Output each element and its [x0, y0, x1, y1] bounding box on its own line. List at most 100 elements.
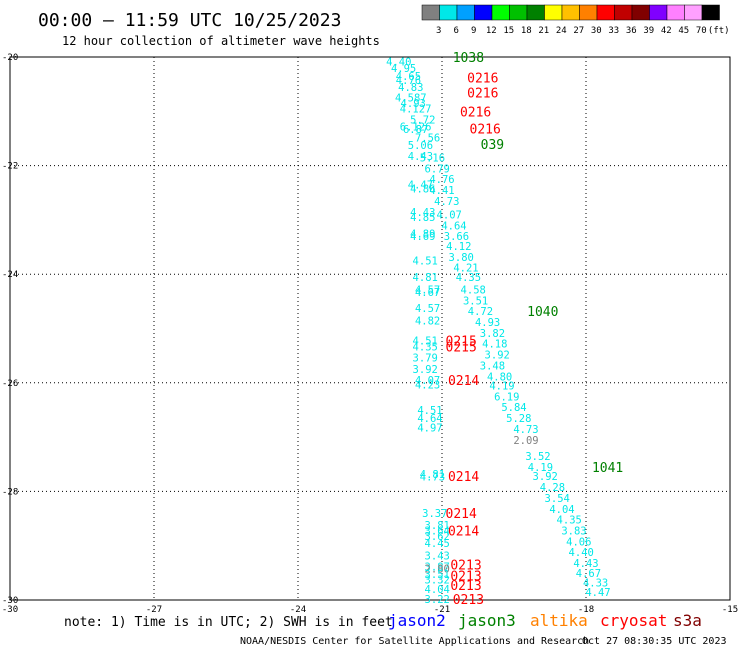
satellite-legend: jason2 jason3 altika cryosat s3a	[388, 611, 702, 630]
wave-height-label: 4.33	[583, 578, 608, 590]
colorbar-swatch	[614, 4, 633, 21]
wave-height-label: 2.80	[425, 564, 450, 576]
wave-height-label: 4.19	[528, 462, 553, 474]
wave-height-label: 4.73	[513, 424, 538, 436]
colorbar-label: 30	[591, 26, 602, 36]
wave-height-label: 4.83	[398, 82, 423, 94]
plot-grid	[10, 57, 730, 600]
wave-height-label: 3.80	[449, 252, 474, 264]
colorbar-swatch	[649, 4, 668, 21]
wave-height-label: 3.79	[413, 352, 438, 364]
x-axis-ticks: -30 -27 -24 -21 -18 -15	[2, 605, 738, 615]
colorbar-label: 27	[573, 26, 584, 36]
satellite-legend-jason2: jason2	[388, 611, 446, 630]
wave-height-label: 3.43	[425, 550, 450, 562]
x-tick-label: -18	[578, 605, 594, 615]
wave-height-label: 3.54	[545, 493, 570, 505]
colorbar-label: 6	[454, 26, 459, 36]
colorbar-swatch	[456, 4, 475, 21]
x-tick-label: -30	[2, 605, 18, 615]
wave-height-label: 4.40	[386, 56, 411, 68]
pass-time-label: 1038	[453, 51, 484, 66]
wave-height-label: 4.67	[576, 568, 601, 580]
wave-height-label: 3.81	[425, 520, 450, 532]
x-tick-label: -27	[146, 605, 162, 615]
wave-height-label: 4.51	[413, 256, 438, 268]
wave-height-label: 4.65	[396, 71, 421, 83]
pass-time-label: 0214	[448, 470, 479, 485]
wave-height-label: 4.86	[410, 183, 435, 195]
wave-height-label: 4.12	[446, 241, 471, 253]
wave-height-label: 4.47	[585, 587, 610, 599]
colorbar-swatch	[631, 4, 650, 21]
wave-height-label: 4.73	[420, 472, 445, 484]
satellite-legend-cryosat: cryosat	[600, 611, 667, 630]
satellite-legend-s3a: s3a	[673, 611, 702, 630]
chart-title: 00:00 – 11:59 UTC 10/25/2023	[38, 10, 341, 31]
colorbar-label: 36	[626, 26, 637, 36]
wave-height-label: 4.43	[573, 558, 598, 570]
wave-height-label: 3.62	[425, 531, 450, 543]
wave-height-label: 4.69	[410, 231, 435, 243]
pass-time-label: 0213	[450, 579, 481, 594]
wave-height-label: 4.97	[417, 422, 442, 434]
x-tick-label: -21	[434, 605, 450, 615]
pass-time-label: 0215	[446, 334, 477, 349]
wave-height-label: 3.87	[425, 561, 450, 573]
wave-height-label: 6.79	[425, 163, 450, 175]
plot-frame	[9, 56, 731, 601]
wave-height-label: 4.57	[415, 303, 440, 315]
wave-height-label: 4.89	[410, 228, 435, 240]
wave-height-label: 3.66	[444, 231, 469, 243]
wave-height-label: 4.85	[410, 212, 435, 224]
wave-height-label: 3.82	[480, 328, 505, 340]
wave-height-label: 4.07	[437, 209, 462, 221]
pass-time-label: 1040	[527, 305, 558, 320]
colorbar-swatch	[491, 4, 510, 21]
wave-height-label: 3.37	[422, 508, 447, 520]
wave-height-label: 5.16	[420, 152, 445, 164]
colorbar-label: 42	[661, 26, 672, 36]
footer-timestamp: Oct 27 08:30:35 UTC 2023	[582, 636, 727, 647]
wave-height-label: 4.18	[482, 339, 507, 351]
x-tick-label: -24	[290, 605, 306, 615]
wave-height-label: 4.40	[569, 547, 594, 559]
wave-height-label: 4.58	[461, 284, 486, 296]
pass-time-label: 0214	[446, 507, 477, 522]
wave-height-label: 4.67	[415, 287, 440, 299]
wave-height-label: 4.47	[408, 180, 433, 192]
wave-height-label: 3.51	[425, 569, 450, 581]
wave-height-label: 4.76	[429, 174, 454, 186]
colorbar-label: 39	[643, 26, 654, 36]
wave-height-label: 5.72	[410, 114, 435, 126]
wave-height-label: 4.43	[410, 207, 435, 219]
wave-height-label: 4.81	[413, 272, 438, 284]
wave-height-label: 5.84	[501, 402, 526, 414]
wave-height-label: 4.76	[396, 75, 421, 87]
wave-height-label: 3.51	[463, 295, 488, 307]
y-tick-label: -22	[2, 162, 18, 172]
colorbar-label: 45	[678, 26, 689, 36]
wave-height-label: 4.57	[415, 284, 440, 296]
wave-height-label: 4.80	[487, 371, 512, 383]
colorbar-swatch	[544, 4, 563, 21]
y-tick-label: -30	[2, 596, 18, 606]
pass-time-label: 0216	[470, 123, 501, 138]
wave-height-label: 4.06	[566, 536, 591, 548]
pass-time-label: 0216	[467, 72, 498, 87]
wave-height-label: 3.92	[533, 471, 558, 483]
wave-height-label: 6.19	[494, 391, 519, 403]
wave-height-labels: 4.404.954.654.764.834.5874.934.1275.726.…	[386, 51, 623, 608]
colorbar-label: 18	[521, 26, 532, 36]
wave-height-label: 4.127	[400, 104, 432, 116]
wave-height-label: 6.87	[403, 124, 428, 136]
colorbar-label: 24	[556, 26, 567, 36]
wave-height-label: 4.587	[395, 93, 427, 105]
wave-height-label: 3.92	[413, 364, 438, 376]
pass-time-label: 0216	[460, 105, 491, 120]
colorbar-label: 21	[538, 26, 549, 36]
colorbar-legend: 3 6 9 12 15 18 21 24 27 30 33 36 39 42 45 70 (ft)	[421, 4, 730, 36]
pass-time-label: 0216	[467, 86, 498, 101]
